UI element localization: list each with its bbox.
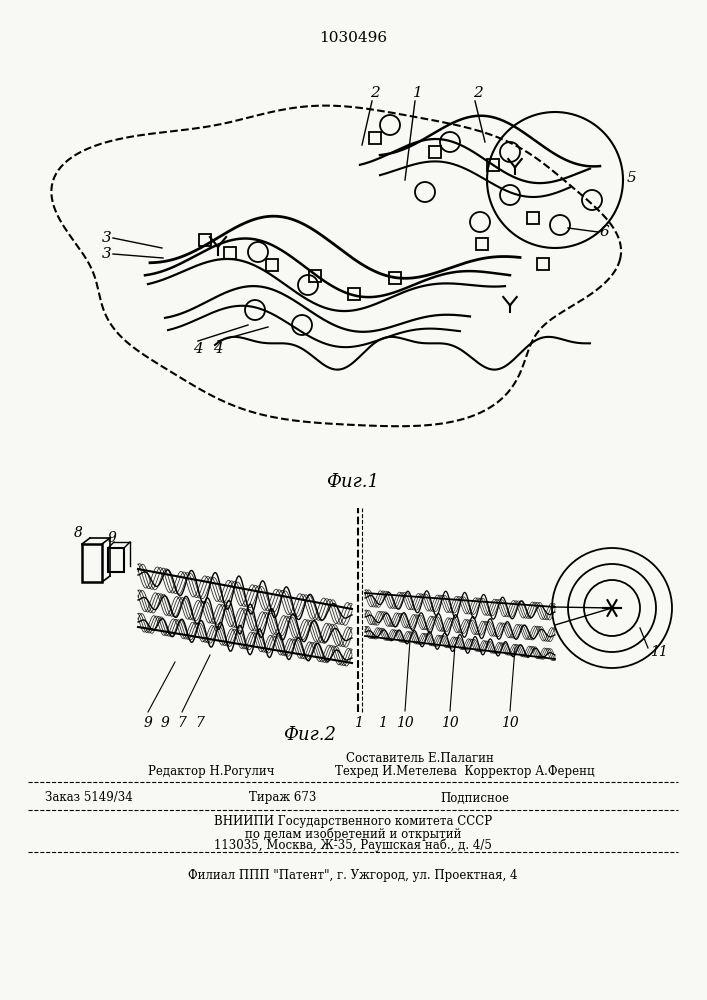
Bar [476, 238, 488, 250]
Text: Составитель Е.Палагин: Составитель Е.Палагин [346, 752, 494, 764]
Bar [537, 258, 549, 270]
Bar [199, 234, 211, 246]
Text: 4: 4 [213, 342, 223, 356]
Bar [389, 272, 401, 284]
Text: 10: 10 [441, 716, 459, 730]
Text: Редактор Н.Рогулич: Редактор Н.Рогулич [148, 766, 274, 778]
Text: 2: 2 [473, 86, 483, 100]
Text: 9: 9 [144, 716, 153, 730]
Text: Заказ 5149/34: Заказ 5149/34 [45, 792, 133, 804]
Bar [527, 212, 539, 224]
Bar [369, 132, 381, 144]
Text: 1030496: 1030496 [319, 31, 387, 45]
Text: 9: 9 [160, 716, 170, 730]
Text: 2: 2 [370, 86, 380, 100]
Text: 10: 10 [396, 716, 414, 730]
Text: по делам изобретений и открытий: по делам изобретений и открытий [245, 827, 461, 841]
Text: 10: 10 [501, 716, 519, 730]
Text: Тираж 673: Тираж 673 [250, 792, 317, 804]
Text: 7: 7 [196, 716, 204, 730]
Bar [224, 247, 236, 259]
Text: 113035, Москва, Ж-35, Раушская наб., д. 4/5: 113035, Москва, Ж-35, Раушская наб., д. … [214, 838, 492, 852]
Bar [309, 270, 321, 282]
Text: Фиг.1: Фиг.1 [327, 473, 380, 491]
Text: 1: 1 [378, 716, 387, 730]
Text: 5: 5 [627, 171, 637, 185]
Text: Филиал ППП "Патент", г. Ужгород, ул. Проектная, 4: Филиал ППП "Патент", г. Ужгород, ул. Про… [188, 868, 518, 882]
Text: ВНИИПИ Государственного комитета СССР: ВНИИПИ Государственного комитета СССР [214, 816, 492, 828]
Text: Техред И.Метелева  Корректор А.Ференц: Техред И.Метелева Корректор А.Ференц [335, 766, 595, 778]
Text: 3: 3 [103, 231, 112, 245]
Text: 1: 1 [413, 86, 423, 100]
Bar [429, 146, 441, 158]
Bar [348, 288, 360, 300]
Text: 1: 1 [354, 716, 363, 730]
Text: Фиг.2: Фиг.2 [284, 726, 337, 744]
Text: 9: 9 [107, 531, 117, 545]
Text: 6: 6 [600, 225, 609, 239]
Text: 11: 11 [650, 645, 667, 659]
Bar [82, 544, 102, 582]
Text: 7: 7 [177, 716, 187, 730]
Text: 4: 4 [193, 342, 203, 356]
Bar [487, 159, 499, 171]
Text: Подписное: Подписное [440, 792, 509, 804]
Bar [108, 548, 124, 572]
Text: 3: 3 [103, 247, 112, 261]
Bar [266, 259, 278, 271]
Text: 8: 8 [74, 526, 83, 540]
